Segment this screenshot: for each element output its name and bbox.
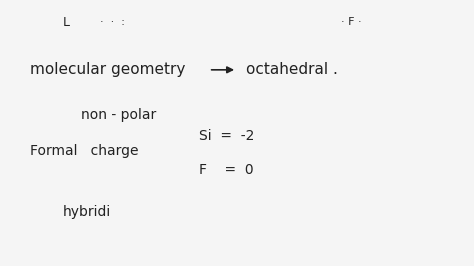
Text: L: L: [63, 16, 70, 29]
Text: F    =  0: F = 0: [199, 163, 254, 177]
Text: hybridi: hybridi: [63, 205, 111, 219]
Text: · F ·: · F ·: [341, 18, 361, 27]
Text: molecular geometry: molecular geometry: [30, 62, 185, 77]
Text: ·  ·  :: · · :: [100, 18, 125, 27]
Text: octahedral .: octahedral .: [246, 62, 338, 77]
Text: non - polar: non - polar: [82, 107, 157, 122]
Text: Si  =  -2: Si = -2: [199, 129, 255, 143]
Text: Formal   charge: Formal charge: [30, 144, 138, 159]
